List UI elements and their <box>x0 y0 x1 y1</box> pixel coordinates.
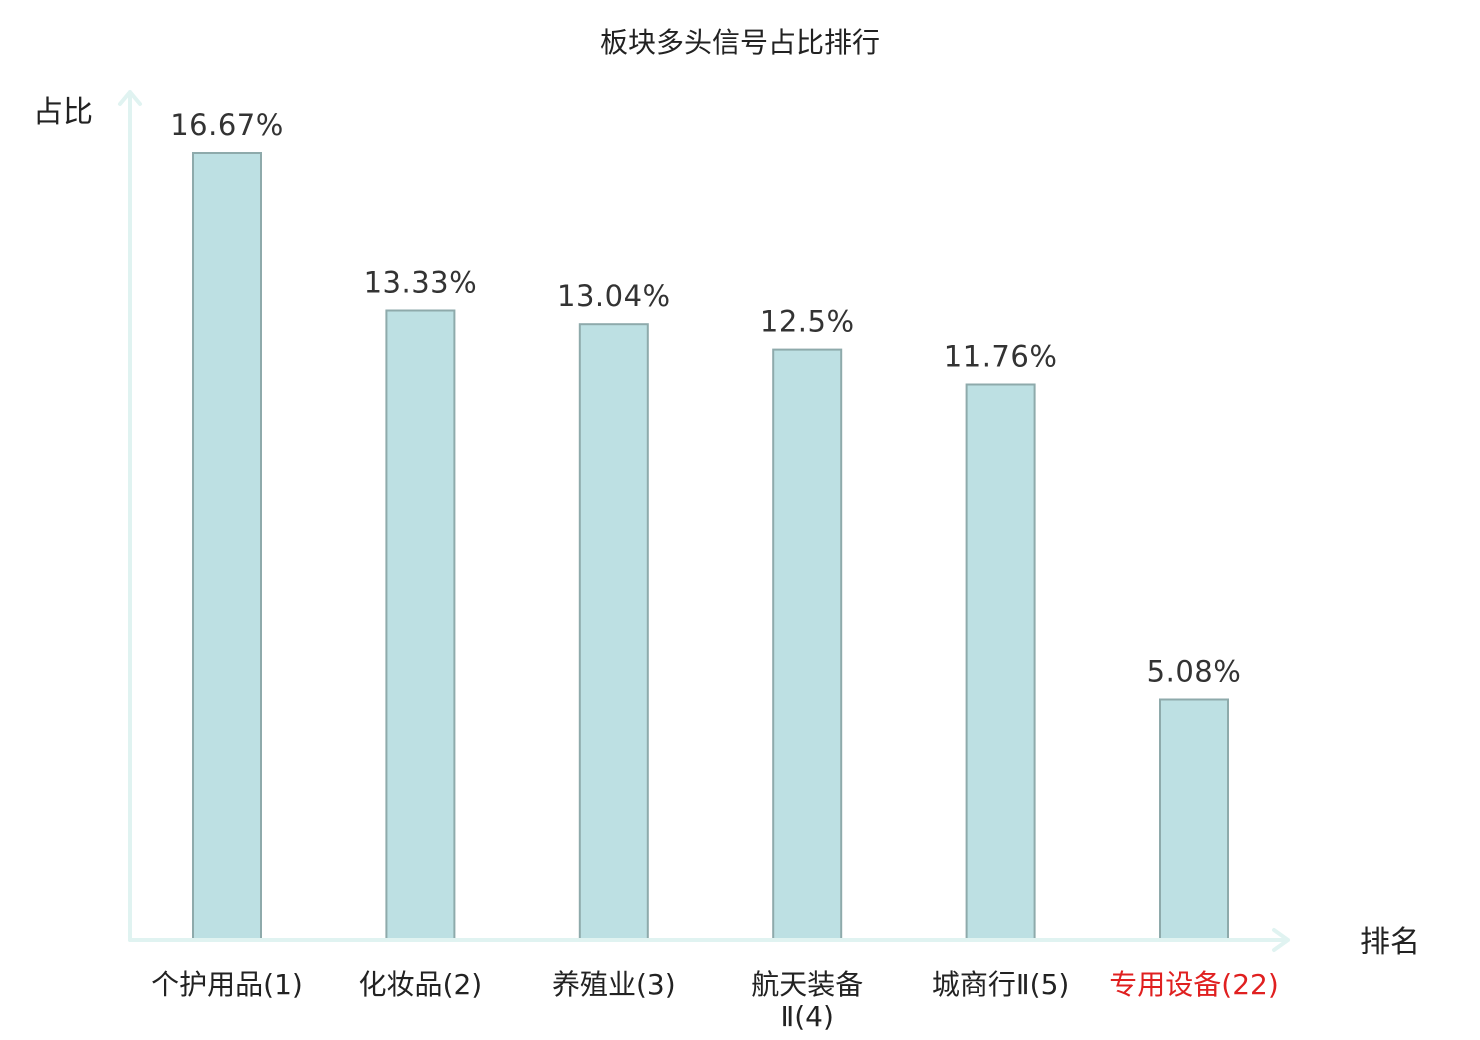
bar-1 <box>192 152 262 940</box>
bar-5 <box>965 383 1036 940</box>
category-label-2: 化妆品(2) <box>359 968 483 1001</box>
value-label-5: 11.76% <box>944 340 1058 374</box>
y-axis-line <box>118 90 142 942</box>
bar-4 <box>772 348 843 941</box>
category-label-6: 专用设备(22) <box>1109 968 1279 1001</box>
value-label-group: 16.67% 13.33% 13.04% 12.5% 11.76% 5.08% <box>170 108 1241 689</box>
value-label-3: 13.04% <box>557 279 671 313</box>
category-label-5: 城商行Ⅱ(5) <box>932 968 1069 1001</box>
category-label-group: 个护用品(1) 化妆品(2) 养殖业(3) 航天装备 Ⅱ(4)城商行Ⅱ(5) 专用设备(2… <box>151 968 1279 1033</box>
category-rank-6: (22) <box>1221 968 1278 1001</box>
category-name-6: 专用设备 <box>1109 968 1221 1001</box>
bar-6 <box>1159 698 1229 940</box>
category-rank-2: (2) <box>443 968 483 1001</box>
value-label-4: 12.5% <box>760 305 855 339</box>
category-rank-5: Ⅱ(5) <box>1016 968 1069 1001</box>
category-label-3: 养殖业(3) <box>552 968 676 1001</box>
category-name-5: 城商行 <box>932 968 1016 1001</box>
category-name-3: 养殖业 <box>552 968 636 1001</box>
value-label-2: 13.33% <box>364 266 478 300</box>
category-label-1: 个护用品(1) <box>151 968 303 1001</box>
category-label-4: 航天装备 Ⅱ(4) <box>751 968 863 1033</box>
category-rank-4: Ⅱ(4) <box>780 1000 833 1033</box>
value-label-6: 5.08% <box>1147 655 1242 689</box>
x-axis-label: 排名 <box>1360 925 1420 960</box>
category-rank-3: (3) <box>636 968 676 1001</box>
x-axis-line <box>128 928 1290 952</box>
value-label-1: 16.67% <box>170 108 284 142</box>
category-name-2: 化妆品 <box>359 968 443 1001</box>
bar-3 <box>578 323 649 940</box>
category-name-4: 航天装备 <box>751 968 863 1001</box>
chart-title: 板块多头信号占比排行 <box>600 26 880 59</box>
y-axis-label: 占比 <box>33 95 93 130</box>
bar-2 <box>385 309 456 940</box>
category-name-1: 个护用品 <box>151 968 263 1001</box>
category-rank-1: (1) <box>263 968 303 1001</box>
bar-group <box>192 152 1229 941</box>
